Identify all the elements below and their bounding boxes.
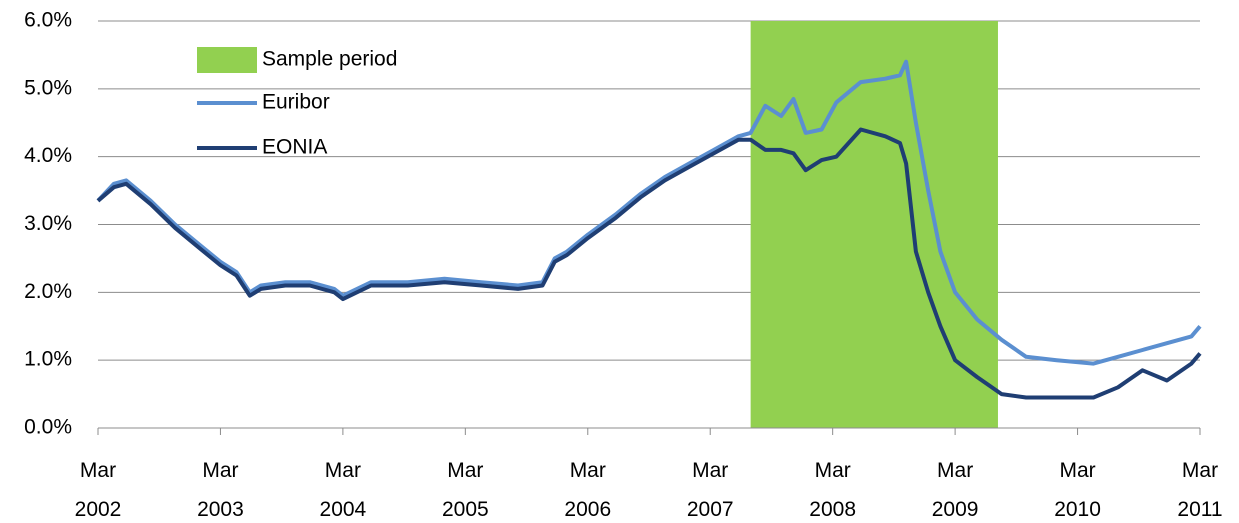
x-tick-label: Mar 2002 [75,459,122,521]
y-tick-label: 4.0% [24,144,72,167]
x-tick-label: Mar 2010 [1054,459,1101,521]
y-tick-label: 0.0% [24,416,72,439]
y-tick-label: 1.0% [24,348,72,371]
x-tick-label: Mar 2005 [442,459,489,521]
y-tick-label: 3.0% [24,212,72,235]
series-line [96,127,1202,400]
y-tick-label: 2.0% [24,280,72,303]
legend-label: EONIA [262,136,327,159]
legend-label: Sample period [262,48,397,71]
x-tick-label: Mar 2006 [564,459,611,521]
x-tick-label: Mar 2011 [1177,459,1222,521]
y-tick-label: 6.0% [24,9,72,32]
legend: Sample period Euribor EONIA [197,47,397,159]
series-line [96,59,1202,366]
y-tick-label: 5.0% [24,76,72,99]
legend-label: Euribor [262,91,330,114]
legend-swatch [197,47,257,73]
x-tick-label: Mar 2007 [687,459,734,521]
x-tick-label: Mar 2009 [932,459,979,521]
x-tick-label: Mar 2008 [809,459,856,521]
x-tick-label: Mar 2004 [320,459,367,521]
x-tick-label: Mar 2003 [197,459,244,521]
